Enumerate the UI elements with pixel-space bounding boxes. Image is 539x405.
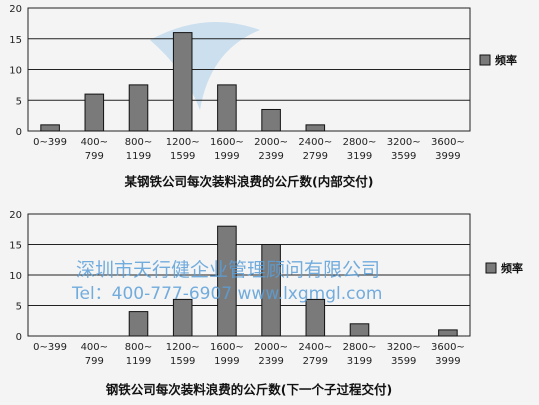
bar xyxy=(40,124,60,132)
bar xyxy=(128,84,149,132)
chart-title: 钢铁公司每次装料浪费的公斤数(下一个子过程交付) xyxy=(106,382,392,397)
x-tick-label: 2400~ xyxy=(298,137,332,148)
x-tick-label: 0~399 xyxy=(33,137,67,148)
x-tick-label: 2000~ xyxy=(254,137,288,148)
legend-swatch xyxy=(479,54,491,66)
x-tick-label: 0~399 xyxy=(33,342,67,353)
y-tick-label: 15 xyxy=(9,35,22,46)
y-tick-label: 0 xyxy=(16,332,22,343)
y-tick-label: 0 xyxy=(16,127,22,138)
x-tick-label: 3599 xyxy=(391,151,416,162)
x-tick-label: 400~ xyxy=(81,137,108,148)
chart-panel-1: 0 5 10 15 20 0~399 400~ 799 800~ 1199 1200~ 1599 160… xyxy=(9,4,517,189)
bar xyxy=(128,311,149,337)
x-tick-label: 1199 xyxy=(126,356,151,367)
x-tick-label: 400~ xyxy=(81,342,108,353)
x-tick-label: 3200~ xyxy=(387,137,421,148)
bar xyxy=(438,329,458,337)
x-tick-label: 800~ xyxy=(125,137,152,148)
y-tick-label: 5 xyxy=(16,302,22,313)
y-tick-label: 5 xyxy=(16,96,22,107)
x-tick-label: 1199 xyxy=(126,151,151,162)
y-tick-label: 15 xyxy=(9,241,22,252)
y-tick-label: 20 xyxy=(9,210,22,221)
x-tick-label: 2399 xyxy=(258,151,283,162)
x-tick-label: 2799 xyxy=(303,356,328,367)
x-tick-label: 1599 xyxy=(170,151,195,162)
x-tick-label: 800~ xyxy=(125,342,152,353)
x-tick-label: 1200~ xyxy=(166,342,200,353)
bar xyxy=(261,244,281,337)
legend: 频率 xyxy=(479,53,517,67)
x-tick-label: 3600~ xyxy=(431,137,465,148)
x-tick-label: 3199 xyxy=(347,151,372,162)
x-tick-label: 2000~ xyxy=(254,342,288,353)
x-tick-label: 3599 xyxy=(391,356,416,367)
bar xyxy=(172,32,193,132)
watermark-contact: Tel：400-777-6907 www.lxgmgl.com xyxy=(71,284,382,304)
watermark-logo-shape xyxy=(150,22,260,110)
y-tick-label: 10 xyxy=(9,271,22,282)
legend: 频率 xyxy=(485,261,523,275)
x-tick-label: 3600~ xyxy=(431,342,465,353)
y-tick-label: 10 xyxy=(9,66,22,77)
bar xyxy=(84,93,105,132)
bar xyxy=(305,124,326,132)
chart-title: 某钢铁公司每次装料浪费的公斤数(内部交付) xyxy=(125,174,374,189)
watermark-company: 深圳市天行健企业管理顾问有限公司 xyxy=(76,259,380,281)
chart-panel-2: 0 5 10 15 20 0~399 400~ 799 800~ 1199 1200~ 1599 160… xyxy=(9,210,523,397)
x-tick-label: 1999 xyxy=(214,151,239,162)
x-tick-label: 2400~ xyxy=(298,342,332,353)
x-tick-label: 3200~ xyxy=(387,342,421,353)
bar xyxy=(217,225,237,337)
x-tick-label: 3999 xyxy=(435,356,460,367)
bar xyxy=(349,323,370,337)
legend-label: 频率 xyxy=(501,261,523,275)
x-tick-label: 2800~ xyxy=(343,137,377,148)
x-tick-label: 799 xyxy=(85,356,104,367)
x-tick-label: 1999 xyxy=(214,356,239,367)
x-tick-label: 2799 xyxy=(303,151,328,162)
watermark: 深圳市天行健企业管理顾问有限公司 Tel：400-777-6907 www.lx… xyxy=(71,259,382,304)
x-tick-label: 3199 xyxy=(347,356,372,367)
x-tick-label: 3999 xyxy=(435,151,460,162)
x-tick-label: 2800~ xyxy=(343,342,377,353)
x-tick-label: 799 xyxy=(85,151,104,162)
x-tick-label: 1200~ xyxy=(166,137,200,148)
x-tick-label: 1600~ xyxy=(210,137,244,148)
bar xyxy=(217,84,237,132)
y-tick-label: 20 xyxy=(9,4,22,15)
bar xyxy=(305,298,326,337)
x-tick-label: 1600~ xyxy=(210,342,244,353)
legend-label: 频率 xyxy=(495,53,517,67)
bar xyxy=(172,298,193,337)
x-tick-label: 2399 xyxy=(258,356,283,367)
bar xyxy=(261,108,281,132)
x-tick-label: 1599 xyxy=(170,356,195,367)
legend-swatch xyxy=(485,262,497,274)
